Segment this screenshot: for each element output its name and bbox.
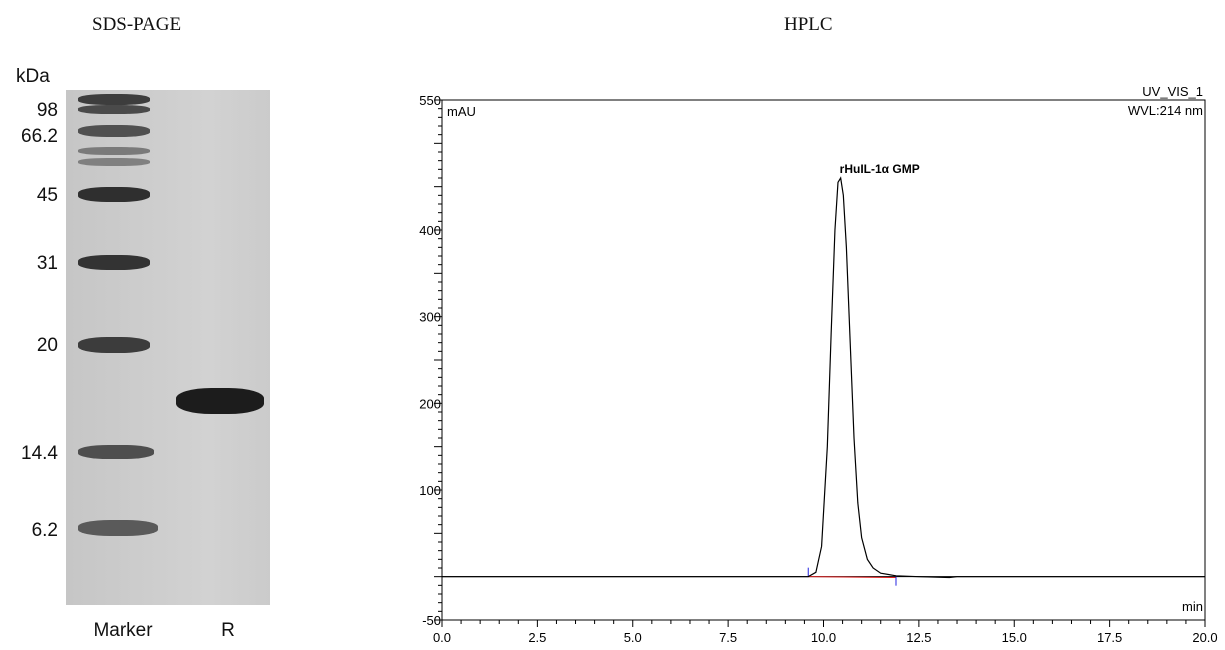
x-tick-label: 17.5 xyxy=(1097,630,1122,645)
peak-markers xyxy=(807,567,897,586)
marker-band-31 xyxy=(78,255,150,270)
gel-image xyxy=(66,90,270,605)
marker-label-14: 14.4 xyxy=(21,443,58,464)
y-tick-label: 100 xyxy=(419,483,441,498)
marker-label-31: 31 xyxy=(36,253,58,274)
marker-band-66 xyxy=(78,125,150,137)
y-unit-label: mAU xyxy=(447,104,476,119)
y-tick-label: 550 xyxy=(419,93,441,108)
marker-label-45: 45 xyxy=(36,185,58,206)
marker-band-66b xyxy=(78,147,150,155)
integration-baseline xyxy=(808,576,896,579)
y-axis: 550 400 300 200 100 -50 xyxy=(419,93,442,628)
x-tick-label: 5.0 xyxy=(624,630,642,645)
plot-frame xyxy=(441,99,1206,621)
x-unit-label: min xyxy=(1182,599,1203,614)
peak-label: rHuIL-1α GMP xyxy=(840,162,920,176)
marker-band-14 xyxy=(78,445,154,459)
channel-label: UV_VIS_1 xyxy=(1142,84,1203,99)
x-axis: 0.0 2.5 5.0 7.5 10.0 12.5 15.0 17.5 20.0 xyxy=(433,620,1218,645)
wavelength-label: WVL:214 nm xyxy=(1128,103,1203,118)
chromatogram-trace xyxy=(442,176,1205,579)
marker-band-98 xyxy=(78,105,150,114)
sds-page-panel: kDa 98 66.2 45 31 20 14.4 6.2 Marker R xyxy=(0,0,290,645)
marker-label-20: 20 xyxy=(36,335,58,356)
marker-label-6: 6.2 xyxy=(31,520,58,541)
y-tick-label: -50 xyxy=(422,613,441,628)
lane-label-r: R xyxy=(221,620,235,641)
x-tick-label: 12.5 xyxy=(906,630,931,645)
marker-label-66: 66.2 xyxy=(21,126,58,147)
marker-band-20 xyxy=(78,337,150,353)
y-tick-label: 400 xyxy=(419,223,441,238)
marker-band-6 xyxy=(78,520,158,536)
marker-band-top xyxy=(78,94,150,105)
x-tick-label: 15.0 xyxy=(1002,630,1027,645)
hplc-plot: 550 400 300 200 100 -50 0.0 2.5 5.0 7.5 10.0 12.5 1… xyxy=(419,84,1218,645)
hplc-chart: 550 400 300 200 100 -50 0.0 2.5 5.0 7.5 10.0 12.5 1… xyxy=(380,40,1225,645)
hplc-title: HPLC xyxy=(784,14,833,35)
kda-unit-label: kDa xyxy=(16,66,50,87)
y-tick-label: 200 xyxy=(419,396,441,411)
lane-label-marker: Marker xyxy=(93,620,153,641)
x-tick-label: 0.0 xyxy=(433,630,451,645)
marker-band-50 xyxy=(78,158,150,166)
x-tick-label: 10.0 xyxy=(811,630,836,645)
marker-label-98: 98 xyxy=(36,100,58,121)
sds-page-title: SDS-PAGE xyxy=(92,14,182,35)
x-tick-label: 7.5 xyxy=(719,630,737,645)
x-tick-label: 2.5 xyxy=(528,630,546,645)
x-tick-label: 20.0 xyxy=(1192,630,1217,645)
marker-band-45 xyxy=(78,187,150,202)
y-tick-label: 300 xyxy=(419,310,441,325)
sample-band-r xyxy=(176,388,264,414)
